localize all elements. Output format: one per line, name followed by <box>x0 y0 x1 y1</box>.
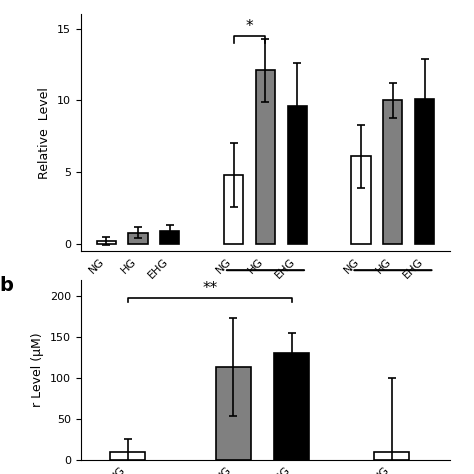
Bar <box>288 106 307 244</box>
Text: LPS+NAC: LPS+NAC <box>363 284 423 297</box>
Y-axis label: r Level (μM): r Level (μM) <box>31 332 44 407</box>
Bar <box>383 100 402 244</box>
Bar <box>374 452 409 460</box>
Bar <box>415 99 434 244</box>
Bar <box>110 452 145 460</box>
Text: **: ** <box>202 281 217 296</box>
Text: LPS: LPS <box>254 284 277 297</box>
Bar <box>256 70 275 244</box>
Bar <box>352 156 371 244</box>
Bar <box>224 175 243 244</box>
Bar <box>160 231 179 244</box>
Y-axis label: Relative  Level: Relative Level <box>38 87 51 179</box>
Bar <box>97 241 116 244</box>
Bar <box>216 367 251 460</box>
Bar <box>274 353 310 460</box>
Bar <box>128 233 147 244</box>
Text: *: * <box>246 19 253 34</box>
Text: b: b <box>0 276 13 295</box>
